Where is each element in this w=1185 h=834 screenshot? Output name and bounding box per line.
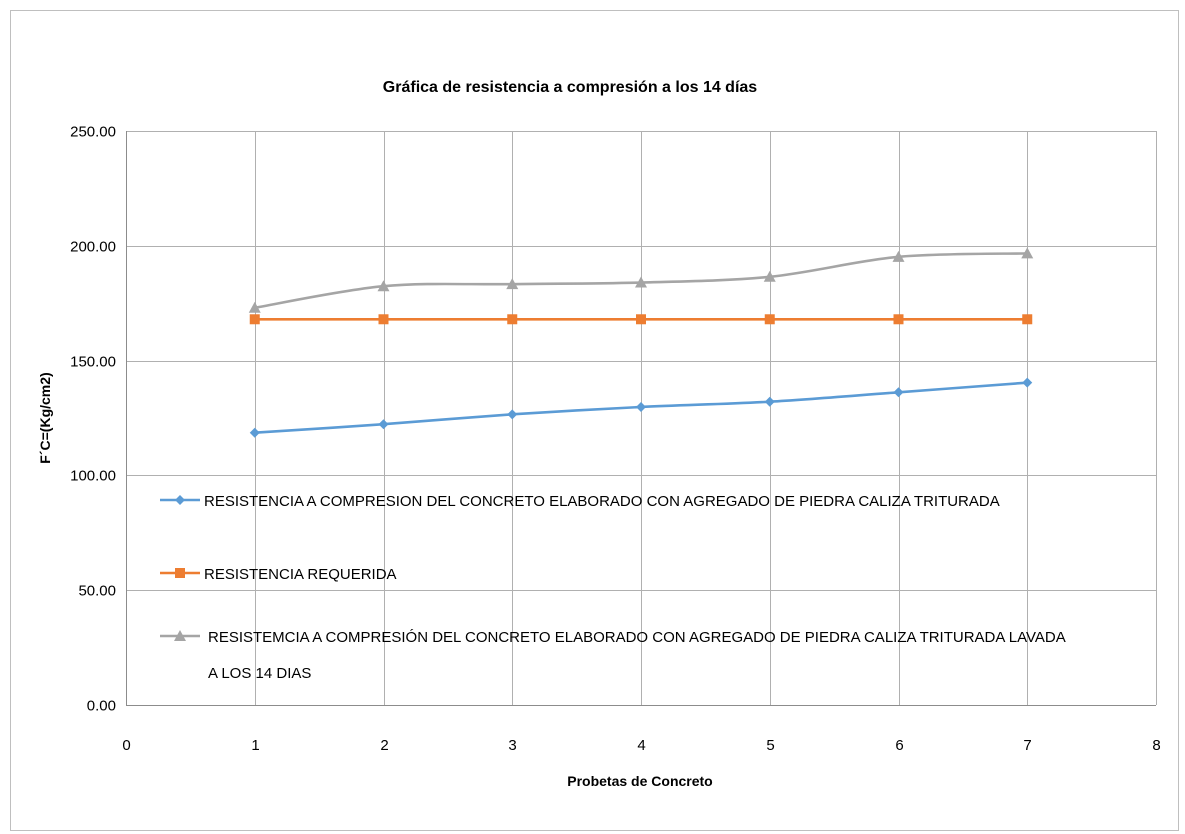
- series-1-point: [249, 427, 260, 438]
- legend-marker-1: [175, 495, 185, 505]
- series-3-point: [1021, 247, 1034, 259]
- series-1-point: [378, 419, 389, 430]
- chart-area: [10, 10, 1179, 831]
- x-tick-label: 5: [766, 737, 774, 754]
- y-tick-label: 0.00: [87, 698, 116, 715]
- y-axis-title: F´C=(Kg/cm2): [37, 372, 53, 463]
- y-tick-label: 250.00: [70, 124, 116, 141]
- x-tick-label: 0: [122, 737, 130, 754]
- series-3-point: [763, 270, 776, 282]
- x-tick-label: 6: [895, 737, 903, 754]
- legend-label-1: RESISTENCIA A COMPRESION DEL CONCRETO EL…: [204, 493, 1000, 510]
- y-tick-label: 50.00: [78, 583, 116, 600]
- legend-marker-3: [174, 630, 186, 641]
- y-tick-label: 200.00: [70, 239, 116, 256]
- plot-series: [248, 247, 1034, 438]
- series-2-point: [1022, 314, 1033, 325]
- series-2-point: [636, 314, 646, 325]
- series-2-point: [507, 314, 518, 325]
- series-3-point: [377, 280, 390, 292]
- series-2-point: [378, 314, 389, 325]
- series-2-point: [249, 314, 260, 325]
- x-axis-title: Probetas de Concreto: [567, 773, 712, 789]
- series-3-point: [635, 276, 647, 288]
- gridlines: [126, 131, 1157, 706]
- series-3-point: [506, 278, 519, 290]
- series-3-point: [892, 250, 905, 262]
- legend: RESISTENCIA A COMPRESION DEL CONCRETO EL…: [160, 493, 1066, 682]
- series-1-point: [636, 401, 646, 412]
- x-tick-label: 4: [637, 737, 645, 754]
- series-1-point: [507, 409, 518, 420]
- axes: 0.00 50.00 100.00 150.00 200.00 250.00 0 1 2 3 4 5 6…: [70, 124, 1161, 755]
- x-tick-label: 2: [380, 737, 388, 754]
- x-tick-label: 7: [1023, 737, 1031, 754]
- series-1-point: [764, 396, 775, 407]
- y-tick-label: 100.00: [70, 468, 116, 485]
- legend-label-3: RESISTEMCIA A COMPRESIÓN DEL CONCRETO EL…: [208, 629, 1066, 646]
- legend-label-3: A LOS 14 DIAS: [208, 665, 311, 682]
- series-2-point: [764, 314, 775, 325]
- series-1-point: [1022, 377, 1033, 388]
- series-1-point: [893, 387, 904, 398]
- x-tick-label: 1: [251, 737, 259, 754]
- x-tick-label: 8: [1152, 737, 1160, 754]
- x-tick-label: 3: [508, 737, 516, 754]
- series-3-point: [248, 301, 261, 313]
- series-2-point: [893, 314, 904, 325]
- chart-title: Gráfica de resistencia a compresión a lo…: [383, 79, 758, 96]
- legend-marker-2: [175, 568, 185, 578]
- y-tick-label: 150.00: [70, 354, 116, 371]
- legend-label-2: RESISTENCIA REQUERIDA: [204, 566, 397, 583]
